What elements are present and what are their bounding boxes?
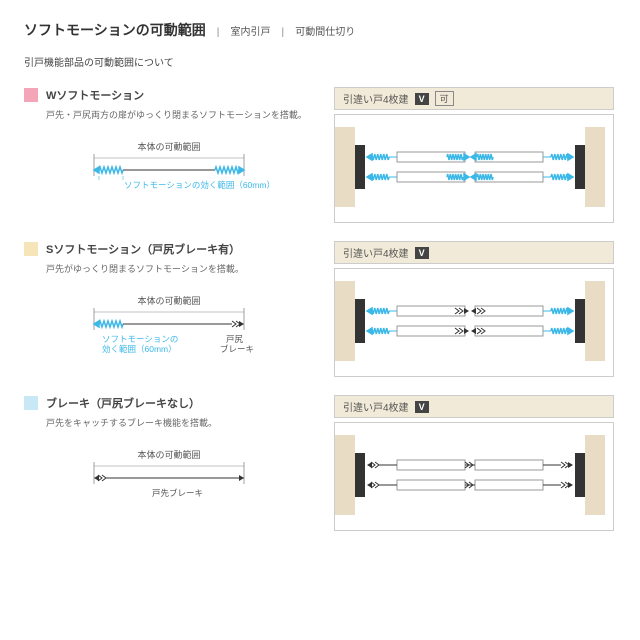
range-diagram: 本体の可動範囲ソフトモーションの効く範囲（60mm） (24, 140, 314, 200)
page-title: ソフトモーションの可動範囲 (24, 20, 206, 40)
config-label: 引違い戸4枚建 (343, 399, 409, 414)
section-1: Sソフトモーション（戸尻ブレーキ有） 戸先がゆっくり閉まるソフトモーションを搭載… (24, 241, 616, 377)
section-desc: 戸先・戸尻両方の扉がゆっくり閉まるソフトモーションを搭載。 (46, 109, 314, 122)
subtitle: 引戸機能部品の可動範囲について (24, 54, 616, 69)
color-swatch (24, 396, 38, 410)
svg-text:ソフトモーションの効く範囲（60mm）: ソフトモーションの効く範囲（60mm） (124, 180, 275, 190)
section-name: ブレーキ（戸尻ブレーキなし） (46, 395, 200, 411)
config-header: 引違い戸4枚建 V (334, 241, 614, 264)
category-1: 室内引戸 (230, 27, 270, 38)
section-desc: 戸先をキャッチするブレーキ機能を搭載。 (46, 417, 314, 430)
svg-text:ソフトモーションの: ソフトモーションの (102, 334, 178, 344)
v-badge: V (415, 247, 429, 259)
range-diagram: 本体の可動範囲戸先ブレーキ (24, 448, 314, 508)
range-diagram: 本体の可動範囲ソフトモーションの効く範囲（60mm） 戸尻ブレーキ (24, 294, 314, 354)
color-swatch (24, 242, 38, 256)
section-2: ブレーキ（戸尻ブレーキなし） 戸先をキャッチするブレーキ機能を搭載。 本体の可動… (24, 395, 616, 531)
category-2: 可動間仕切り (295, 27, 355, 38)
door-diagram (334, 422, 614, 531)
config-label: 引違い戸4枚建 (343, 91, 409, 106)
door-diagram (334, 268, 614, 377)
svg-text:ブレーキ: ブレーキ (220, 344, 254, 354)
v-badge: V (415, 93, 429, 105)
section-name: Wソフトモーション (46, 87, 144, 103)
config-header: 引違い戸4枚建 V (334, 395, 614, 418)
section-0: Wソフトモーション 戸先・戸尻両方の扉がゆっくり閉まるソフトモーションを搭載。 … (24, 87, 616, 223)
ka-badge: 可 (435, 91, 454, 106)
config-header: 引違い戸4枚建 V 可 (334, 87, 614, 110)
door-diagram (334, 114, 614, 223)
separator: | (282, 27, 285, 38)
svg-text:本体の可動範囲: 本体の可動範囲 (137, 449, 200, 460)
color-swatch (24, 88, 38, 102)
svg-text:本体の可動範囲: 本体の可動範囲 (137, 141, 200, 152)
svg-text:戸尻: 戸尻 (226, 334, 244, 344)
svg-text:本体の可動範囲: 本体の可動範囲 (137, 295, 200, 306)
svg-text:戸先ブレーキ: 戸先ブレーキ (152, 488, 203, 498)
svg-text:効く範囲（60mm）: 効く範囲（60mm） (102, 344, 177, 354)
config-label: 引違い戸4枚建 (343, 245, 409, 260)
section-name: Sソフトモーション（戸尻ブレーキ有） (46, 241, 240, 257)
separator: | (217, 27, 220, 38)
section-desc: 戸先がゆっくり閉まるソフトモーションを搭載。 (46, 263, 314, 276)
v-badge: V (415, 401, 429, 413)
